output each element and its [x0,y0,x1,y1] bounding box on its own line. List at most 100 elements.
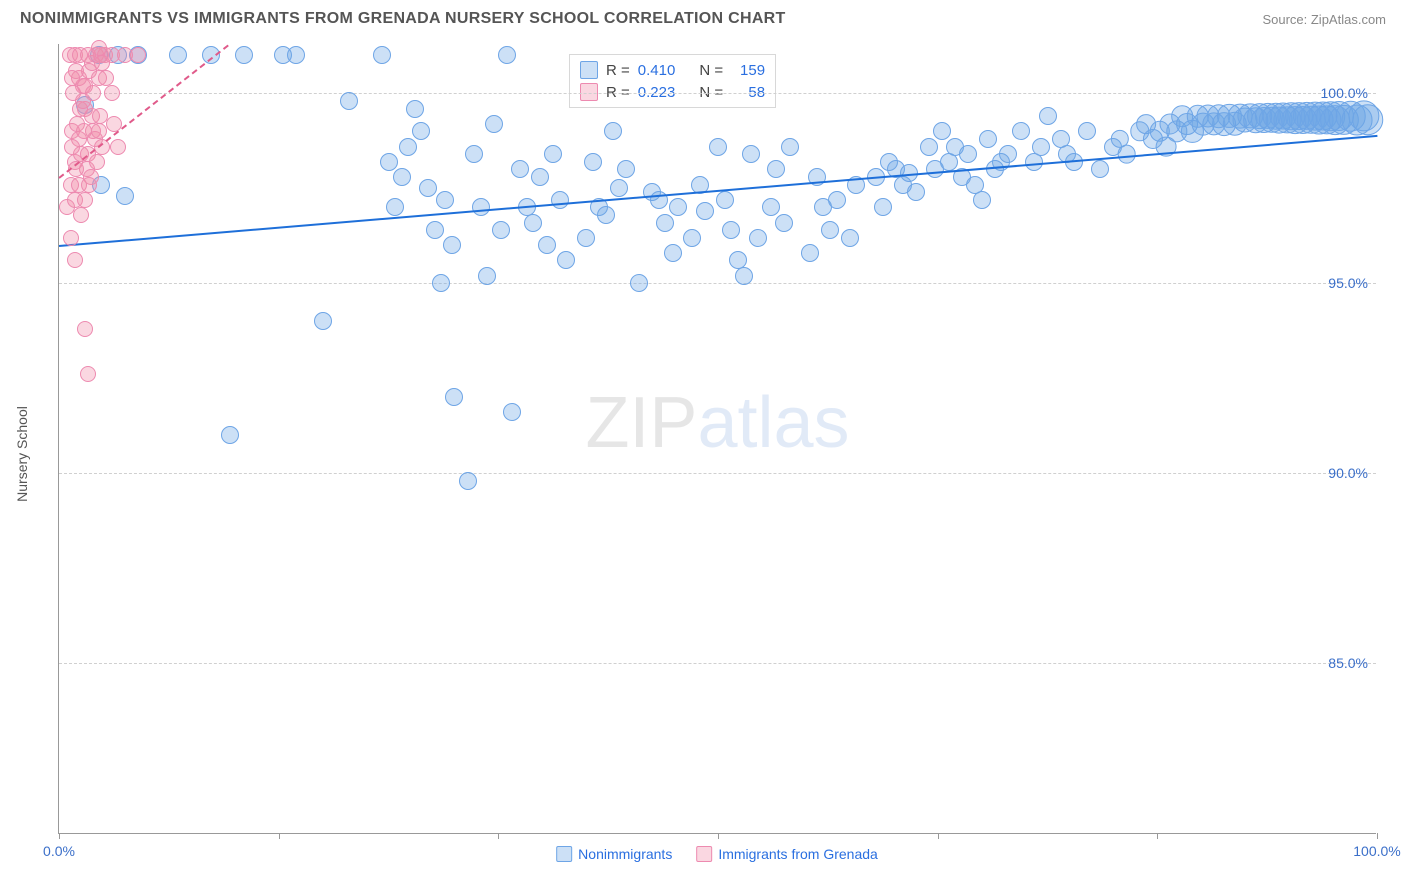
data-point [492,221,510,239]
x-tick [1377,833,1378,839]
data-point [709,138,727,156]
data-point [544,145,562,163]
data-point [524,214,542,232]
legend-row: R = 0.410 N = 159 [580,61,765,79]
data-point [63,230,79,246]
grid-line [59,473,1376,474]
data-point [531,168,549,186]
data-point [656,214,674,232]
legend-n-label: N = [699,62,723,79]
data-point [604,122,622,140]
data-point [577,229,595,247]
data-point [742,145,760,163]
x-tick [279,833,280,839]
data-point [373,46,391,64]
data-point [617,160,635,178]
data-point [597,206,615,224]
data-point [1352,104,1384,136]
data-point [664,244,682,262]
data-point [81,177,97,193]
plot: ZIPatlas R = 0.410 N = 159 R = 0.223 N = 58 85.… [58,44,1376,834]
data-point [67,252,83,268]
legend-r-label: R = [606,62,630,79]
data-point [557,251,575,269]
data-point [459,472,477,490]
legend-bottom-item: Immigrants from Grenada [696,846,878,862]
data-point [920,138,938,156]
data-point [959,145,977,163]
data-point [1039,107,1057,125]
data-point [443,236,461,254]
watermark-part2: atlas [697,383,849,463]
data-point [722,221,740,239]
data-point [735,267,753,285]
legend-r-label: R = [606,84,630,101]
legend-bottom-item: Nonimmigrants [556,846,672,862]
data-point [683,229,701,247]
legend-r-value: 0.223 [638,84,676,101]
legend-r-value: 0.410 [638,62,676,79]
data-point [117,47,133,63]
source-label: Source: ZipAtlas.com [1262,12,1386,27]
data-point [478,267,496,285]
data-point [64,139,80,155]
data-point [314,312,332,330]
data-point [412,122,430,140]
data-point [999,145,1017,163]
data-point [1032,138,1050,156]
legend-n-value: 58 [731,84,765,101]
data-point [426,221,444,239]
x-tick [59,833,60,839]
data-point [399,138,417,156]
legend-n-label: N = [699,84,723,101]
data-point [1091,160,1109,178]
data-point [696,202,714,220]
data-point [110,139,126,155]
data-point [445,388,463,406]
x-tick [498,833,499,839]
legend-series-name: Nonimmigrants [578,846,672,862]
x-tick-label: 100.0% [1353,843,1400,859]
data-point [716,191,734,209]
x-tick [938,833,939,839]
legend-series-name: Immigrants from Grenada [718,846,878,862]
data-point [77,192,93,208]
data-point [749,229,767,247]
data-point [775,214,793,232]
data-point [419,179,437,197]
data-point [511,160,529,178]
data-point [340,92,358,110]
page-title: NONIMMIGRANTS VS IMMIGRANTS FROM GRENADA… [20,10,786,28]
data-point [669,198,687,216]
y-tick-label: 85.0% [1328,655,1368,671]
data-point [841,229,859,247]
data-point [89,154,105,170]
data-point [767,160,785,178]
data-point [85,85,101,101]
legend-correlation: R = 0.410 N = 159 R = 0.223 N = 58 [569,54,776,108]
watermark-part1: ZIP [585,383,697,463]
x-tick-label: 0.0% [43,843,75,859]
data-point [406,100,424,118]
data-point [472,198,490,216]
data-point [973,191,991,209]
data-point [907,183,925,201]
legend-swatch [580,83,598,101]
data-point [1012,122,1030,140]
legend-n-value: 159 [731,62,765,79]
data-point [1117,145,1136,164]
x-tick [1157,833,1158,839]
data-point [432,274,450,292]
data-point [77,321,93,337]
legend-swatch [556,846,572,862]
data-point [828,191,846,209]
data-point [380,153,398,171]
data-point [933,122,951,140]
data-point [610,179,628,197]
data-point [551,191,569,209]
legend-bottom: Nonimmigrants Immigrants from Grenada [556,846,878,862]
data-point [485,115,503,133]
grid-line [59,663,1376,664]
data-point [781,138,799,156]
data-point [465,145,483,163]
